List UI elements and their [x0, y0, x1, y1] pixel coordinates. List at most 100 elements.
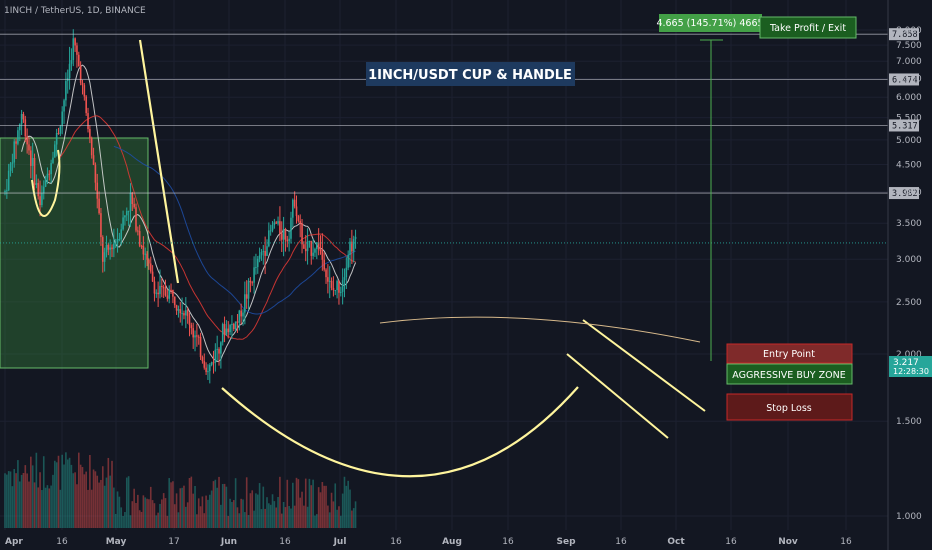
volume-bar — [6, 474, 8, 528]
y-tick-label: 5.500 — [896, 114, 922, 124]
x-tick-label: Jul — [333, 537, 347, 547]
long-ma-arc — [379, 316, 701, 343]
x-tick-label: 16 — [390, 537, 402, 547]
volume-bar — [207, 499, 209, 528]
volume-bar — [52, 474, 54, 528]
volume-bar — [236, 507, 239, 528]
current-price-value: 3.217 — [893, 358, 919, 368]
volume-bar — [208, 494, 211, 528]
candle-body — [96, 182, 99, 199]
candle-body — [24, 119, 27, 137]
volume-bar — [232, 500, 235, 528]
candle-body — [345, 267, 348, 278]
volume-bar — [301, 491, 303, 528]
volume-bar — [103, 485, 106, 528]
candle-body — [78, 54, 80, 67]
handle-upper-line — [582, 319, 706, 412]
x-tick-label: May — [106, 537, 127, 547]
candle-body — [299, 220, 301, 224]
candle-body — [6, 190, 8, 192]
candle-body — [144, 253, 147, 255]
chart-title-box — [366, 62, 575, 86]
volume-bar — [292, 482, 294, 528]
candle-body — [90, 138, 93, 156]
volume-bar — [173, 504, 176, 528]
y-tick-label: 6.500 — [896, 75, 922, 85]
volume-bar — [39, 472, 41, 528]
x-tick-label: 16 — [56, 537, 68, 547]
level-label-box — [889, 28, 919, 41]
y-tick-label: 6.000 — [896, 93, 922, 103]
candle-body — [308, 240, 311, 242]
candle-body — [181, 313, 183, 315]
volume-bar — [61, 454, 63, 528]
candle-body — [81, 82, 84, 86]
candle-body — [142, 245, 145, 255]
candle-body — [244, 294, 246, 313]
volume-bar — [48, 488, 51, 528]
price-axis: 1.000 1.500 2.000 2.500 3.000 3.500 4.000 4.500… — [896, 26, 922, 522]
volume-bar — [310, 485, 313, 528]
candle-body — [133, 204, 135, 208]
volume-bar — [90, 489, 93, 528]
level-label: 7.858 — [892, 30, 918, 40]
volume-bar — [351, 510, 353, 528]
volume-bar — [109, 475, 111, 528]
take-profit-label: Take Profit / Exit — [769, 23, 846, 34]
candle-body — [266, 246, 268, 256]
volume-bar — [92, 469, 95, 528]
x-tick-label: Aug — [442, 537, 462, 547]
candle-body — [17, 130, 19, 144]
volume-bar — [137, 494, 139, 528]
candle-body — [122, 217, 124, 230]
volume-bar — [4, 473, 6, 528]
volume-bar — [317, 487, 320, 528]
candle-body — [149, 263, 152, 272]
volume-bar — [168, 478, 171, 528]
volume-bar — [244, 512, 246, 528]
volume-bar — [304, 478, 307, 528]
candle-body — [282, 229, 285, 240]
candle-body — [157, 292, 159, 295]
candle-body — [262, 251, 265, 253]
candle-body — [245, 294, 248, 299]
candle-body — [118, 239, 121, 241]
volume-bar — [336, 509, 338, 528]
volume-bar — [55, 462, 58, 528]
volume-bar — [144, 497, 147, 528]
volume-bar — [279, 476, 281, 528]
volume-bar — [87, 489, 89, 528]
volume-bar — [288, 506, 290, 528]
candle-body — [89, 129, 91, 139]
candle-body — [94, 164, 97, 183]
volume-bar — [192, 493, 194, 528]
volume-bar — [79, 464, 82, 528]
candle-body — [124, 215, 126, 218]
candle-body — [212, 362, 215, 364]
volume-bar — [196, 514, 198, 528]
y-tick-label: 7.500 — [896, 41, 922, 51]
candle-body — [227, 328, 230, 333]
candle-body — [103, 252, 106, 262]
volume-bar — [9, 471, 12, 528]
candle-body — [190, 325, 193, 329]
stop-loss-box — [726, 393, 853, 421]
candle-body — [229, 325, 231, 333]
candle-body — [52, 157, 54, 164]
candle-body — [148, 259, 150, 264]
volume-bar — [81, 467, 84, 528]
volume-bar — [282, 502, 285, 528]
volume-bar — [59, 489, 62, 528]
candle-body — [20, 113, 23, 125]
y-tick-label: 8.000 — [896, 26, 922, 36]
candle-body — [57, 133, 60, 135]
candle-body — [334, 290, 337, 292]
volume-bar — [218, 476, 220, 528]
volume-bar — [273, 501, 276, 528]
candle-body — [138, 231, 141, 246]
candle-body — [120, 229, 123, 240]
volume-bar — [42, 456, 45, 528]
volume-bar — [13, 468, 16, 528]
candle-body — [275, 222, 278, 224]
annotation-drawings — [31, 39, 706, 478]
